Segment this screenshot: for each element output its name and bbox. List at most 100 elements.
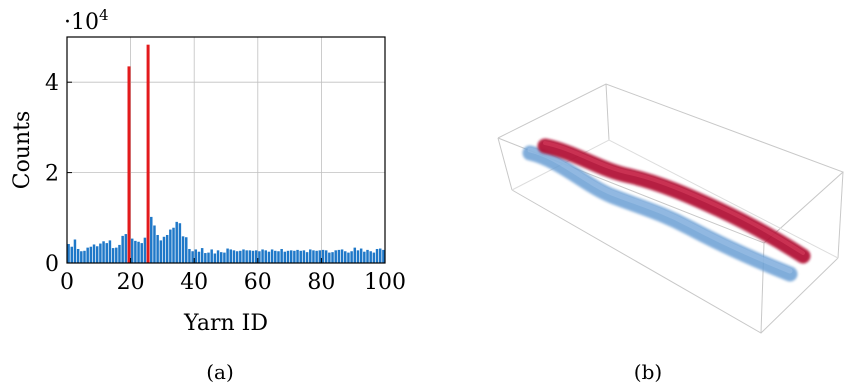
y-tick-label: 4	[45, 71, 59, 96]
bar	[175, 221, 178, 263]
bar	[318, 250, 322, 263]
bar	[375, 248, 379, 263]
bar	[248, 250, 252, 263]
bar	[350, 251, 353, 263]
bar	[245, 250, 248, 263]
bar	[178, 223, 182, 263]
bar	[378, 248, 382, 263]
bar	[188, 248, 191, 263]
bar	[156, 234, 159, 263]
bar	[283, 251, 287, 263]
bar	[312, 250, 315, 263]
x-tick-label: 100	[364, 270, 406, 295]
red-yarn	[537, 138, 811, 264]
bar	[277, 251, 280, 263]
bar	[105, 243, 108, 263]
bar	[140, 243, 143, 263]
bar	[334, 250, 337, 263]
bar	[200, 248, 204, 263]
bar	[321, 249, 325, 263]
bar	[305, 252, 309, 263]
bar	[67, 244, 70, 263]
x-axis-label: Yarn ID	[183, 311, 268, 336]
bar	[216, 250, 220, 263]
x-tick-label: 40	[180, 270, 208, 295]
bar	[242, 249, 245, 263]
bar	[162, 236, 166, 263]
bar	[293, 250, 296, 263]
bar	[359, 248, 363, 263]
y-tick-label: 2	[45, 162, 59, 187]
3d-yarn-rendering: (b)	[497, 83, 844, 384]
bar	[340, 249, 344, 263]
y-multiplier: ·104	[64, 6, 109, 35]
bar	[280, 248, 283, 263]
bar	[309, 249, 312, 263]
bar	[169, 229, 172, 263]
bar	[239, 250, 242, 263]
bar	[92, 244, 96, 263]
red-yarn-highlight	[543, 141, 805, 255]
bar-chart-panel: 0 20 40 60 80 100 0 2 4 ·104 Counts Yarn ID (a)	[10, 6, 406, 384]
tick-labels: 0 20 40 60 80 100 0 2 4	[45, 71, 406, 295]
bar	[344, 251, 347, 263]
bar	[270, 249, 274, 263]
bar	[315, 250, 318, 263]
bar	[134, 240, 137, 263]
bar	[337, 249, 341, 263]
blue-yarn-highlight	[527, 147, 793, 274]
bar-highlighted	[127, 66, 131, 263]
bar	[185, 237, 188, 263]
bar	[382, 249, 385, 263]
y-tick-label: 0	[45, 252, 59, 277]
bar	[86, 247, 89, 263]
bar	[210, 249, 213, 263]
bar	[143, 237, 147, 263]
bar	[356, 250, 360, 263]
bar	[366, 249, 369, 263]
x-tick-label: 0	[60, 270, 74, 295]
bar	[204, 253, 207, 263]
bar	[299, 250, 302, 263]
bar	[99, 243, 102, 263]
bar	[219, 252, 223, 263]
x-tick-label: 80	[307, 270, 335, 295]
bar	[70, 246, 74, 263]
bar	[111, 248, 115, 263]
bar	[108, 240, 112, 263]
bar	[229, 249, 233, 263]
bar	[76, 248, 80, 263]
bar	[286, 250, 290, 263]
bar	[165, 234, 169, 263]
bar	[372, 252, 376, 263]
grid	[67, 37, 385, 263]
bar	[150, 216, 153, 263]
bar	[347, 252, 350, 263]
bar	[213, 253, 217, 263]
bar	[353, 247, 357, 263]
bar	[232, 250, 236, 263]
bar	[261, 249, 264, 263]
bar	[226, 248, 229, 263]
bounding-box	[497, 83, 844, 334]
bar	[95, 246, 99, 263]
bar	[153, 225, 156, 263]
caption-a: (a)	[206, 360, 234, 384]
bar	[328, 252, 331, 263]
x-tick-label: 20	[117, 270, 145, 295]
bar	[124, 234, 128, 263]
bar	[137, 241, 140, 263]
bar	[324, 250, 328, 263]
bar	[191, 251, 194, 263]
caption-b: (b)	[634, 360, 662, 384]
bar	[289, 250, 293, 263]
bar	[254, 250, 258, 263]
bar	[121, 235, 124, 263]
bar	[251, 250, 255, 263]
bar	[73, 239, 77, 263]
x-tick-label: 60	[244, 270, 272, 295]
bar	[369, 251, 372, 263]
bar	[80, 251, 83, 263]
bar	[331, 252, 334, 263]
